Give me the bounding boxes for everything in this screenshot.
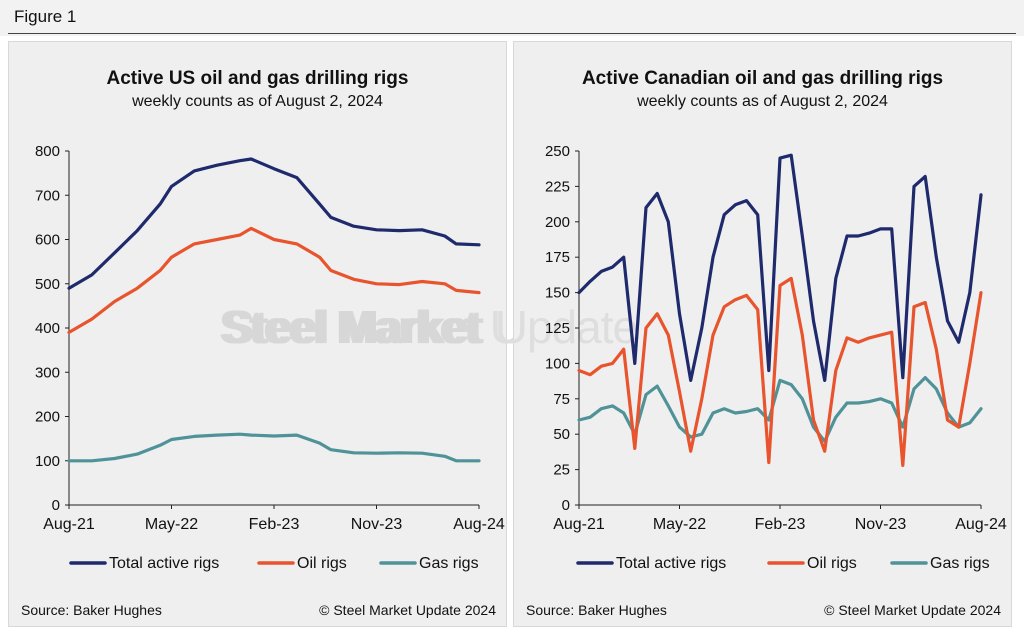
- y-tick-label: 25: [553, 462, 570, 479]
- x-tick-label: Aug-21: [43, 516, 95, 533]
- series-line: [67, 432, 481, 463]
- figure-title: Figure 1: [14, 7, 77, 26]
- legend-label: Total active rigs: [109, 555, 219, 572]
- x-tick-label: Feb-23: [755, 516, 806, 533]
- y-tick-label: 225: [545, 178, 570, 195]
- y-tick-label: 200: [545, 214, 570, 231]
- x-tick-label: May-22: [145, 516, 198, 533]
- y-tick-label: 100: [35, 453, 60, 470]
- series-line: [67, 157, 481, 290]
- figure-header: Figure 1: [0, 0, 1024, 36]
- canada-chart-panel: Steel Market Update 0 25 50 75 100 125 150 175 2…: [224, 41, 1012, 627]
- y-tick-label: 800: [35, 143, 60, 160]
- y-tick-label: 75: [553, 391, 570, 408]
- x-tick-label: Nov-23: [855, 516, 907, 533]
- y-tick-label: 175: [545, 249, 570, 266]
- x-tick-label: Nov-23: [351, 516, 403, 533]
- watermark-bold: Steel Market: [224, 301, 484, 353]
- x-tick-label: Aug-24: [955, 516, 1007, 533]
- source-note: Source: Baker Hughes: [526, 602, 667, 618]
- chart-subtitle: weekly counts as of August 2, 2024: [637, 93, 888, 110]
- legend-label: Gas rigs: [419, 555, 479, 572]
- x-tick-label: Aug-24: [453, 516, 505, 533]
- y-tick-label: 300: [35, 364, 60, 381]
- source-note: Source: Baker Hughes: [21, 602, 162, 618]
- y-tick-label: 600: [35, 232, 60, 249]
- y-tick-label: 50: [553, 426, 570, 443]
- x-tick-label: Aug-21: [553, 516, 605, 533]
- series-line: [67, 226, 481, 334]
- x-tick-label: May-22: [653, 516, 706, 533]
- y-tick-label: 150: [545, 285, 570, 302]
- watermark-bold: Steel Market: [219, 301, 479, 353]
- series-line: [577, 153, 983, 382]
- legend-label: Total active rigs: [616, 555, 726, 572]
- figure-rule: [8, 33, 1016, 34]
- watermark-light: Update: [494, 301, 638, 353]
- x-tick-label: Feb-23: [249, 516, 300, 533]
- y-tick-label: 250: [545, 143, 570, 160]
- watermark: Steel Market Update: [224, 300, 638, 354]
- us-chart-svg: 0 100 200 300 400 500 600 700 800 Aug-21 May-22 Feb…: [35, 143, 505, 572]
- y-tick-label: 700: [35, 187, 60, 204]
- copyright-note: © Steel Market Update 2024: [319, 602, 496, 618]
- legend-label: Oil rigs: [807, 555, 857, 572]
- y-tick-label: 100: [545, 355, 570, 372]
- series-line: [577, 376, 983, 443]
- legend-label: Gas rigs: [930, 555, 990, 572]
- y-tick-label: 0: [562, 497, 570, 514]
- y-tick-label: 400: [35, 320, 60, 337]
- canada-chart-svg: 0 25 50 75 100 125 150 175 200 225 250 Aug-21 May-22…: [545, 143, 1007, 572]
- chart-title: Active US oil and gas drilling rigs: [106, 68, 409, 89]
- chart-title: Active Canadian oil and gas drilling rig…: [581, 68, 944, 89]
- us-chart-panel: Steel Market Update 01002003004005006007…: [8, 41, 633, 627]
- y-tick-label: 125: [545, 320, 570, 337]
- y-tick-label: 500: [35, 276, 60, 293]
- copyright-note: © Steel Market Update 2024: [824, 602, 1001, 618]
- y-tick-label: 0: [52, 497, 60, 514]
- y-tick-label: 200: [35, 409, 60, 426]
- legend-label: Oil rigs: [297, 555, 347, 572]
- chart-subtitle: weekly counts as of August 2, 2024: [132, 93, 383, 110]
- series-line: [577, 276, 983, 467]
